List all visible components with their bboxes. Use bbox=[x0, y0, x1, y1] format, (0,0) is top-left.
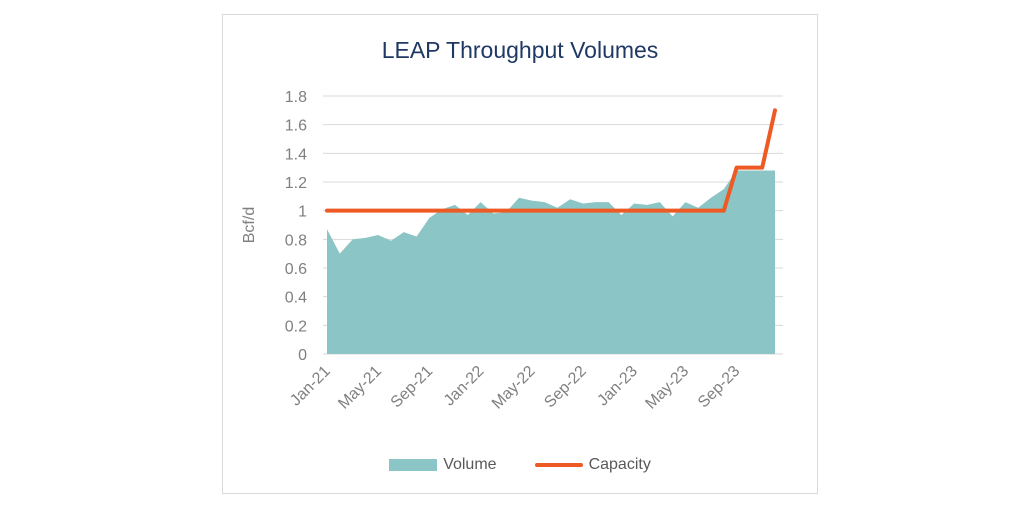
chart-frame: LEAP Throughput Volumes 0 0.2 0.4 0.6 0.8 1 1.… bbox=[222, 14, 818, 494]
x-tick-label: Sep-23 bbox=[695, 363, 744, 412]
chart-title: LEAP Throughput Volumes bbox=[381, 37, 659, 63]
y-axis-label: Bcf/d bbox=[241, 207, 258, 243]
legend-item-volume: Volume bbox=[389, 456, 497, 474]
legend-label-capacity: Capacity bbox=[588, 456, 651, 473]
y-tick-label: 0 bbox=[298, 347, 307, 364]
x-tick-label: Sep-22 bbox=[541, 363, 590, 412]
x-tick-label: May-21 bbox=[335, 363, 385, 413]
y-tick-label: 1.4 bbox=[285, 146, 307, 163]
x-tick-label: Jan-23 bbox=[594, 363, 641, 410]
legend-label-volume: Volume bbox=[443, 456, 497, 473]
legend-item-capacity: Capacity bbox=[534, 456, 651, 474]
x-tick-label: May-23 bbox=[642, 363, 692, 413]
y-tick-label: 0.6 bbox=[285, 261, 307, 278]
legend-swatch-capacity bbox=[534, 463, 583, 467]
y-tick-label: 1.6 bbox=[285, 118, 307, 135]
y-tick-label: 1.2 bbox=[285, 175, 307, 192]
series-capacity-line bbox=[325, 108, 777, 213]
y-tick-label: 0.8 bbox=[285, 232, 307, 249]
y-tick-label: 1 bbox=[298, 204, 307, 221]
legend: Volume Capacity bbox=[223, 456, 817, 474]
y-tick-label: 0.2 bbox=[285, 318, 307, 335]
x-tick-label: Jan-21 bbox=[287, 363, 334, 410]
y-tick-label: 0.4 bbox=[285, 290, 307, 307]
y-tick-label: 1.8 bbox=[285, 89, 307, 106]
legend-swatch-volume bbox=[389, 459, 438, 471]
x-tick-label: Sep-21 bbox=[388, 363, 437, 412]
x-tick-label: May-22 bbox=[489, 363, 539, 413]
x-tick-label: Jan-22 bbox=[441, 363, 488, 410]
series-volume-area bbox=[327, 170, 775, 354]
